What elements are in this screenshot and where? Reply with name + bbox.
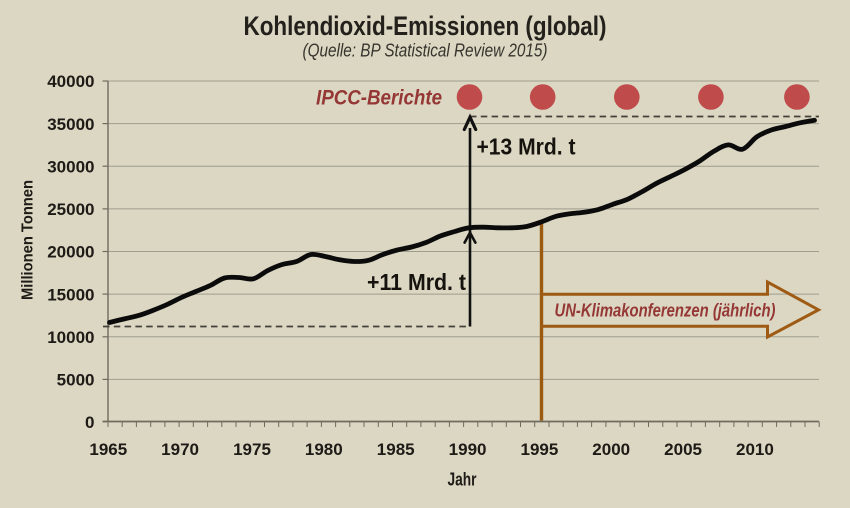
svg-text:+13 Mrd. t: +13 Mrd. t [477, 134, 576, 160]
svg-text:40000: 40000 [47, 72, 94, 91]
svg-text:1975: 1975 [233, 440, 271, 459]
svg-text:25000: 25000 [47, 200, 94, 219]
svg-text:2000: 2000 [592, 440, 630, 459]
svg-text:0: 0 [85, 413, 94, 432]
svg-text:Jahr: Jahr [448, 470, 477, 490]
svg-text:2010: 2010 [736, 440, 774, 459]
svg-text:IPCC-Berichte: IPCC-Berichte [316, 86, 442, 110]
svg-text:5000: 5000 [57, 371, 95, 390]
svg-text:UN-Klimakonferenzen (jährlich): UN-Klimakonferenzen (jährlich) [555, 301, 776, 321]
svg-text:1980: 1980 [305, 440, 343, 459]
svg-text:20000: 20000 [47, 243, 94, 262]
svg-text:(Quelle: BP Statistical Review: (Quelle: BP Statistical Review 2015) [303, 41, 548, 61]
svg-text:1985: 1985 [377, 440, 415, 459]
svg-text:Kohlendioxid-Emissionen (globa: Kohlendioxid-Emissionen (global) [244, 11, 607, 41]
svg-text:+11 Mrd. t: +11 Mrd. t [367, 269, 466, 295]
svg-text:1965: 1965 [89, 440, 127, 459]
svg-text:2005: 2005 [664, 440, 702, 459]
svg-text:1970: 1970 [161, 440, 199, 459]
svg-text:1990: 1990 [449, 440, 487, 459]
svg-text:15000: 15000 [47, 285, 94, 304]
svg-text:35000: 35000 [47, 115, 94, 134]
svg-text:1995: 1995 [520, 440, 558, 459]
svg-text:30000: 30000 [47, 157, 94, 176]
svg-text:10000: 10000 [47, 328, 94, 347]
svg-text:Millionen Tonnen: Millionen Tonnen [20, 180, 37, 300]
